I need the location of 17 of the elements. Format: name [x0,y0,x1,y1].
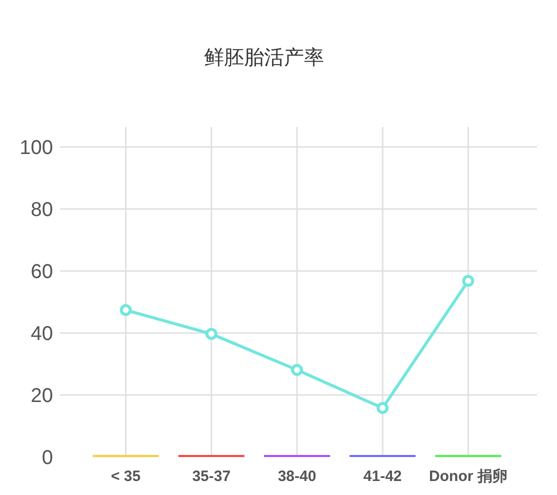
x-tick-label: 35-37 [192,468,231,485]
chart-title: 鲜胚胎活产率 [204,47,324,69]
y-tick-label: 60 [30,261,53,283]
y-tick-label: 0 [42,447,53,469]
point [376,402,389,414]
x-tick-label: 38-40 [278,468,316,485]
point [120,304,132,316]
y-tick-label: 40 [30,323,53,345]
y-tick-label: 80 [30,199,53,221]
y-tick-label: 100 [20,137,53,159]
point [462,274,474,287]
point [205,328,218,340]
point [291,364,303,376]
x-tick-label: 41-42 [363,468,402,485]
x-tick-label: Donor 捐卵 [429,468,508,485]
y-tick-label: 20 [30,385,53,407]
x-tick-label: < 35 [110,468,141,485]
